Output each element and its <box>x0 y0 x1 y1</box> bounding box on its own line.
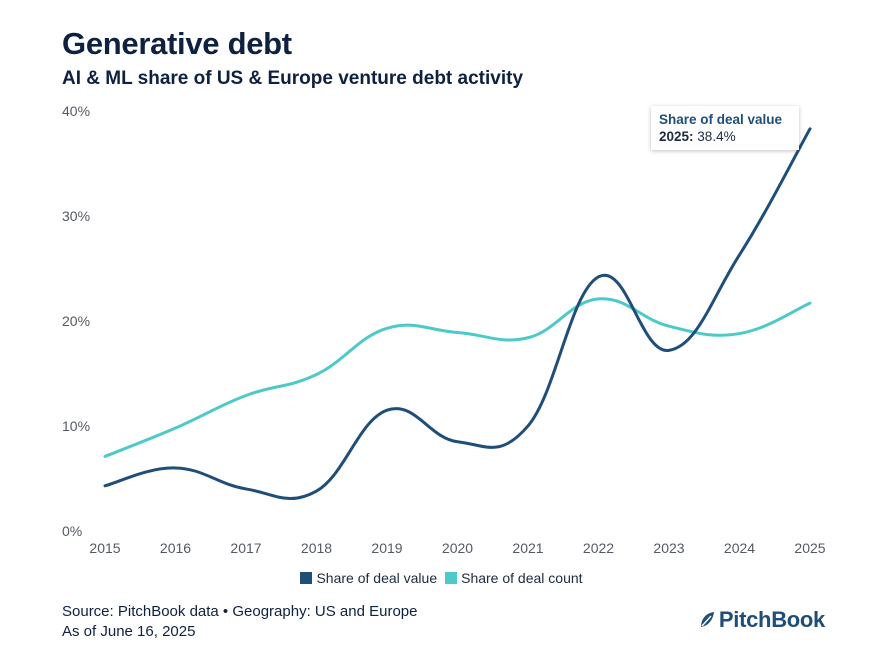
data-point-deal-count[interactable] <box>240 390 252 402</box>
pitchbook-leaf-icon <box>700 612 714 627</box>
data-point-deal-count[interactable] <box>804 297 816 309</box>
x-tick-label: 2020 <box>442 540 473 556</box>
tooltip-year: 2025: <box>659 129 694 144</box>
legend-label-deal-count: Share of deal count <box>461 570 583 586</box>
y-tick-label: 20% <box>62 313 90 329</box>
legend-swatch-deal-value <box>300 572 313 584</box>
footer: Source: PitchBook data • Geography: US a… <box>62 602 417 642</box>
data-point-deal-count[interactable] <box>170 422 182 434</box>
data-point-deal-value[interactable] <box>804 123 816 135</box>
data-point-deal-value[interactable] <box>99 480 111 492</box>
data-point-deal-value[interactable] <box>452 436 464 448</box>
data-point-deal-count[interactable] <box>311 369 323 381</box>
data-point-deal-value[interactable] <box>522 420 534 432</box>
tooltip-title: Share of deal value <box>659 112 783 127</box>
x-tick-label: 2017 <box>230 540 261 556</box>
data-point-deal-value[interactable] <box>663 344 675 356</box>
series-line-deal-value[interactable] <box>103 127 812 501</box>
x-tick-label: 2021 <box>512 540 543 556</box>
x-tick-label: 2025 <box>794 540 825 556</box>
x-tick-label: 2023 <box>653 540 684 556</box>
data-point-deal-count[interactable] <box>734 328 746 340</box>
as-of-date: As of June 16, 2025 <box>62 623 196 640</box>
data-point-deal-count[interactable] <box>381 322 393 334</box>
line-chart: 0% 10% 20% 30% 40% 2015 2016 2017 2018 2019 2020 20… <box>62 103 826 556</box>
data-point-deal-value[interactable] <box>593 271 605 283</box>
data-point-deal-value[interactable] <box>381 404 393 416</box>
data-point-deal-count[interactable] <box>522 332 534 344</box>
chart-title: Generative debt <box>62 26 292 61</box>
data-point-deal-count[interactable] <box>593 293 605 305</box>
x-tick-label: 2016 <box>160 540 191 556</box>
source-note: Source: PitchBook data • Geography: US a… <box>62 603 418 620</box>
y-tick-label: 0% <box>62 523 82 539</box>
legend: Share of deal value Share of deal count <box>0 570 883 586</box>
data-point-deal-count[interactable] <box>99 450 111 462</box>
legend-label-deal-value: Share of deal value <box>316 570 438 586</box>
x-tick-label: 2022 <box>583 540 614 556</box>
tooltip-body: 2025: 38.4% <box>659 128 791 145</box>
x-tick-label: 2024 <box>724 540 755 556</box>
data-point-deal-value[interactable] <box>734 249 746 261</box>
pitchbook-logo-text: PitchBook <box>718 607 825 632</box>
series-line-deal-count[interactable] <box>103 297 812 458</box>
legend-swatch-deal-count <box>445 572 458 584</box>
data-point-deal-value[interactable] <box>170 462 182 474</box>
tooltip-value: 38.4% <box>697 129 736 144</box>
legend-item-deal-value[interactable]: Share of deal value <box>300 570 437 586</box>
data-point-deal-count[interactable] <box>663 320 675 332</box>
legend-item-deal-count[interactable]: Share of deal count <box>445 570 583 586</box>
data-point-deal-value[interactable] <box>240 483 252 495</box>
chart-subtitle: AI & ML share of US & Europe venture deb… <box>62 68 524 89</box>
x-tick-label: 2018 <box>301 540 332 556</box>
tooltip: Share of deal value 2025: 38.4% <box>651 106 799 150</box>
data-point-deal-value[interactable] <box>311 485 323 497</box>
y-tick-label: 40% <box>62 103 90 119</box>
x-tick-label: 2019 <box>371 540 402 556</box>
data-point-deal-count[interactable] <box>452 327 464 339</box>
y-tick-label: 10% <box>62 418 90 434</box>
y-tick-label: 30% <box>62 208 90 224</box>
pitchbook-logo[interactable]: PitchBook <box>699 607 825 633</box>
x-tick-label: 2015 <box>89 540 120 556</box>
